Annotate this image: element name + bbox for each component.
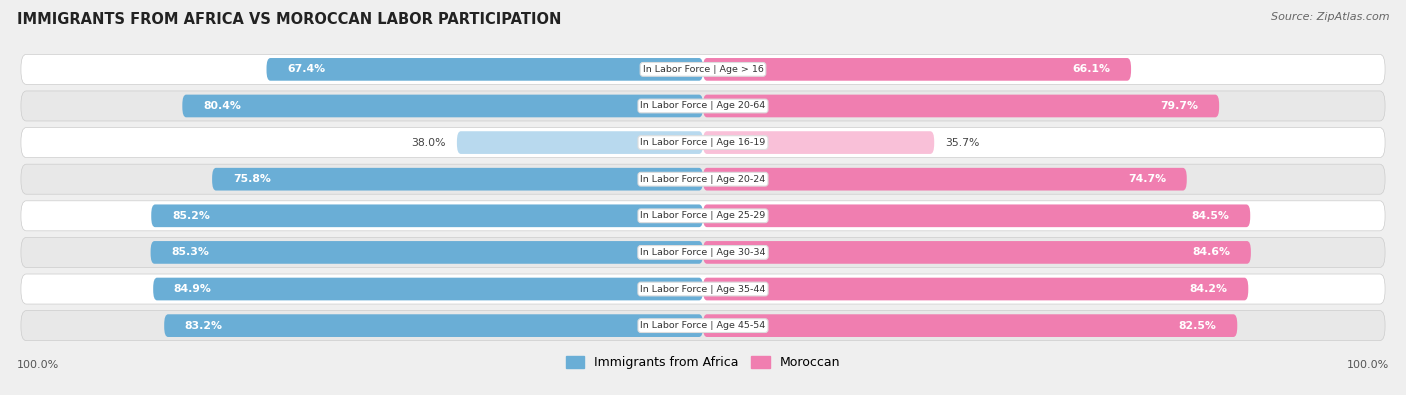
Text: In Labor Force | Age 20-24: In Labor Force | Age 20-24: [640, 175, 766, 184]
FancyBboxPatch shape: [703, 95, 1219, 117]
FancyBboxPatch shape: [183, 95, 703, 117]
FancyBboxPatch shape: [21, 55, 1385, 85]
Legend: Immigrants from Africa, Moroccan: Immigrants from Africa, Moroccan: [561, 352, 845, 374]
Text: 82.5%: 82.5%: [1178, 321, 1216, 331]
Text: 84.5%: 84.5%: [1192, 211, 1230, 221]
Text: 35.7%: 35.7%: [945, 137, 980, 148]
Text: 83.2%: 83.2%: [184, 321, 224, 331]
Text: 67.4%: 67.4%: [287, 64, 325, 74]
Text: 66.1%: 66.1%: [1073, 64, 1111, 74]
Text: 85.3%: 85.3%: [172, 247, 209, 258]
Text: 84.6%: 84.6%: [1192, 247, 1230, 258]
Text: In Labor Force | Age 30-34: In Labor Force | Age 30-34: [640, 248, 766, 257]
FancyBboxPatch shape: [21, 201, 1385, 231]
Text: In Labor Force | Age > 16: In Labor Force | Age > 16: [643, 65, 763, 74]
Text: In Labor Force | Age 35-44: In Labor Force | Age 35-44: [640, 284, 766, 293]
FancyBboxPatch shape: [21, 91, 1385, 121]
Text: 84.2%: 84.2%: [1189, 284, 1227, 294]
FancyBboxPatch shape: [267, 58, 703, 81]
Text: Source: ZipAtlas.com: Source: ZipAtlas.com: [1271, 12, 1389, 22]
Text: 85.2%: 85.2%: [172, 211, 209, 221]
FancyBboxPatch shape: [21, 274, 1385, 304]
Text: 84.9%: 84.9%: [174, 284, 212, 294]
FancyBboxPatch shape: [703, 314, 1237, 337]
Text: In Labor Force | Age 20-64: In Labor Force | Age 20-64: [640, 102, 766, 111]
FancyBboxPatch shape: [150, 241, 703, 264]
FancyBboxPatch shape: [21, 237, 1385, 267]
Text: 74.7%: 74.7%: [1128, 174, 1166, 184]
FancyBboxPatch shape: [212, 168, 703, 190]
Text: 75.8%: 75.8%: [233, 174, 271, 184]
Text: 100.0%: 100.0%: [1347, 359, 1389, 370]
Text: 100.0%: 100.0%: [17, 359, 59, 370]
Text: IMMIGRANTS FROM AFRICA VS MOROCCAN LABOR PARTICIPATION: IMMIGRANTS FROM AFRICA VS MOROCCAN LABOR…: [17, 12, 561, 27]
FancyBboxPatch shape: [703, 168, 1187, 190]
Text: 79.7%: 79.7%: [1160, 101, 1198, 111]
Text: 80.4%: 80.4%: [202, 101, 240, 111]
FancyBboxPatch shape: [21, 310, 1385, 340]
FancyBboxPatch shape: [703, 58, 1130, 81]
FancyBboxPatch shape: [152, 205, 703, 227]
Text: In Labor Force | Age 45-54: In Labor Force | Age 45-54: [640, 321, 766, 330]
FancyBboxPatch shape: [703, 278, 1249, 300]
Text: In Labor Force | Age 25-29: In Labor Force | Age 25-29: [640, 211, 766, 220]
Text: In Labor Force | Age 16-19: In Labor Force | Age 16-19: [640, 138, 766, 147]
FancyBboxPatch shape: [703, 131, 934, 154]
FancyBboxPatch shape: [153, 278, 703, 300]
FancyBboxPatch shape: [21, 164, 1385, 194]
FancyBboxPatch shape: [21, 128, 1385, 158]
Text: 38.0%: 38.0%: [412, 137, 446, 148]
FancyBboxPatch shape: [703, 205, 1250, 227]
FancyBboxPatch shape: [703, 241, 1251, 264]
FancyBboxPatch shape: [165, 314, 703, 337]
FancyBboxPatch shape: [457, 131, 703, 154]
